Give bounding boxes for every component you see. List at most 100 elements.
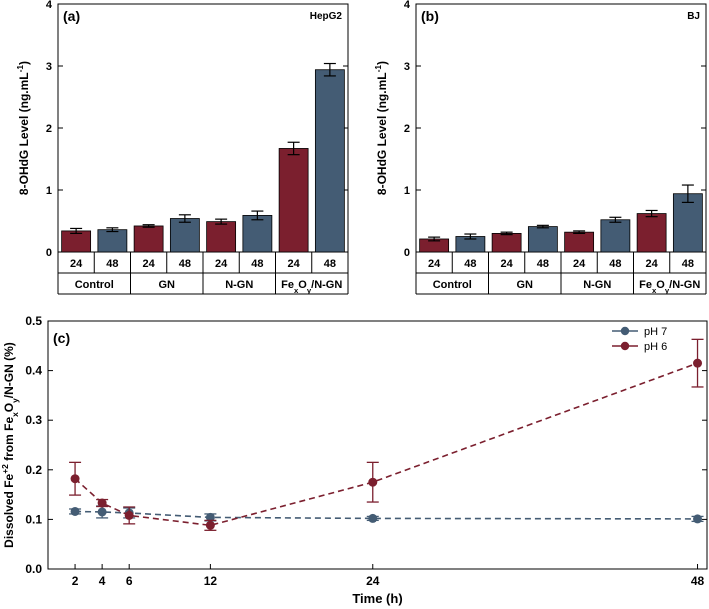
time-label: 48: [251, 258, 263, 270]
group-label-part: y: [665, 286, 670, 295]
bar: [314, 69, 345, 253]
bar: [672, 193, 703, 253]
bar: [242, 215, 273, 253]
time-label: 24: [501, 258, 514, 270]
panel-label: (c): [53, 330, 70, 346]
bar: [527, 226, 558, 253]
y-axis-label-part: +2: [0, 464, 10, 474]
group-label-part: O: [298, 279, 307, 291]
time-label: 48: [537, 258, 549, 270]
group-label-part: Fe: [281, 279, 294, 291]
y-tick-label: 3: [404, 61, 410, 73]
panel-label: (a): [63, 8, 80, 24]
time-label: 48: [609, 258, 621, 270]
x-tick-label: 2: [72, 574, 79, 588]
group-label: Control: [433, 279, 472, 291]
y-tick-label: 0.1: [25, 512, 42, 526]
cell-line-label: HepG2: [310, 11, 343, 22]
time-label: 48: [464, 258, 476, 270]
y-axis-label-part: ): [17, 61, 31, 65]
bar: [97, 229, 128, 253]
y-axis-label-part: 8-OHdG Level (ng.mL: [375, 72, 389, 195]
y-axis-label: 8-OHdG Level (ng.mL-1): [373, 61, 389, 195]
bar: [61, 230, 92, 253]
time-label: 48: [106, 258, 118, 270]
x-axis-label: Time (h): [352, 591, 402, 606]
group-label-part: /N-GN: [311, 279, 342, 291]
y-axis-label-part: -1: [373, 65, 383, 73]
legend-label: pH 7: [644, 326, 667, 338]
data-point: [97, 498, 107, 508]
series-line-ph-6: [74, 362, 698, 527]
time-label: 24: [70, 258, 83, 270]
y-axis-label-part: x: [10, 412, 20, 417]
y-tick-label: 0.0: [25, 562, 42, 576]
legend-marker: [620, 341, 630, 351]
data-point: [205, 520, 215, 530]
group-label-part: Fe: [639, 279, 652, 291]
bar-panel-b: 0 1 2 3 4 8-OHdG Level (ng.mL-1) (b) BJ 24 48 24 48…: [373, 0, 707, 295]
time-label: 24: [428, 258, 441, 270]
y-axis-label-part: y: [10, 398, 20, 403]
bar: [206, 221, 237, 253]
time-label: 24: [215, 258, 228, 270]
y-tick-label: 0.5: [25, 314, 42, 328]
y-tick-label: 3: [46, 61, 52, 73]
data-point: [693, 514, 703, 524]
y-tick-label: 1: [404, 185, 410, 197]
data-point: [205, 512, 215, 522]
group-label-part: /N-GN: [669, 279, 700, 291]
data-point: [70, 474, 80, 484]
y-tick-label: 0: [404, 247, 410, 259]
y-tick-label: 1: [46, 185, 52, 197]
y-axis-label-part: from Fe: [2, 417, 16, 465]
time-label: 48: [682, 258, 694, 270]
cell-line-label: BJ: [687, 11, 700, 22]
data-point: [368, 513, 378, 523]
group-label: N-GN: [225, 279, 253, 291]
bar: [636, 213, 667, 253]
group-label: N-GN: [583, 279, 611, 291]
y-axis-label-part: -1: [15, 65, 25, 73]
x-tick-label: 48: [691, 574, 705, 588]
bar: [564, 231, 595, 253]
y-axis-label-part: O: [2, 403, 16, 412]
data-point: [124, 510, 134, 520]
legend-marker: [620, 326, 630, 336]
x-tick-label: 24: [366, 574, 380, 588]
plot-frame: [47, 320, 708, 570]
y-tick-label: 2: [46, 123, 52, 135]
y-tick-label: 4: [404, 0, 411, 11]
data-point: [693, 358, 703, 368]
group-label: GN: [159, 279, 176, 291]
y-tick-label: 0.4: [25, 364, 42, 378]
legend-label: pH 6: [644, 341, 667, 353]
y-tick-label: 0: [46, 247, 52, 259]
y-tick-label: 0.3: [25, 413, 42, 427]
group-label: FexOy/N-GN: [639, 279, 700, 295]
y-axis-label: 8-OHdG Level (ng.mL-1): [15, 61, 31, 195]
data-point: [70, 506, 80, 516]
time-label: 24: [646, 258, 659, 270]
data-point: [368, 477, 378, 487]
x-tick-label: 4: [99, 574, 106, 588]
y-axis-label: Dissolved Fe+2 from FexOy/N-GN (%): [0, 342, 20, 548]
group-label: Control: [75, 279, 114, 291]
y-tick-label: 4: [46, 0, 53, 11]
time-label: 24: [573, 258, 586, 270]
bar-panel-a: 0 1 2 3 4 8-OHdG Level (ng.mL-1) (a) HepG2 24 48 2…: [15, 0, 349, 295]
data-point: [97, 507, 107, 517]
time-label: 24: [288, 258, 301, 270]
group-label-part: y: [307, 286, 312, 295]
y-tick-label: 0.2: [25, 463, 42, 477]
group-label-part: x: [294, 286, 299, 295]
bar: [133, 225, 164, 253]
bar: [169, 218, 200, 253]
y-axis-label-part: 8-OHdG Level (ng.mL: [17, 72, 31, 195]
series-line-ph-7: [75, 510, 698, 520]
time-label: 48: [179, 258, 191, 270]
bar: [278, 148, 309, 253]
y-axis-label-part: Dissolved Fe: [2, 473, 16, 547]
bar: [491, 232, 522, 253]
